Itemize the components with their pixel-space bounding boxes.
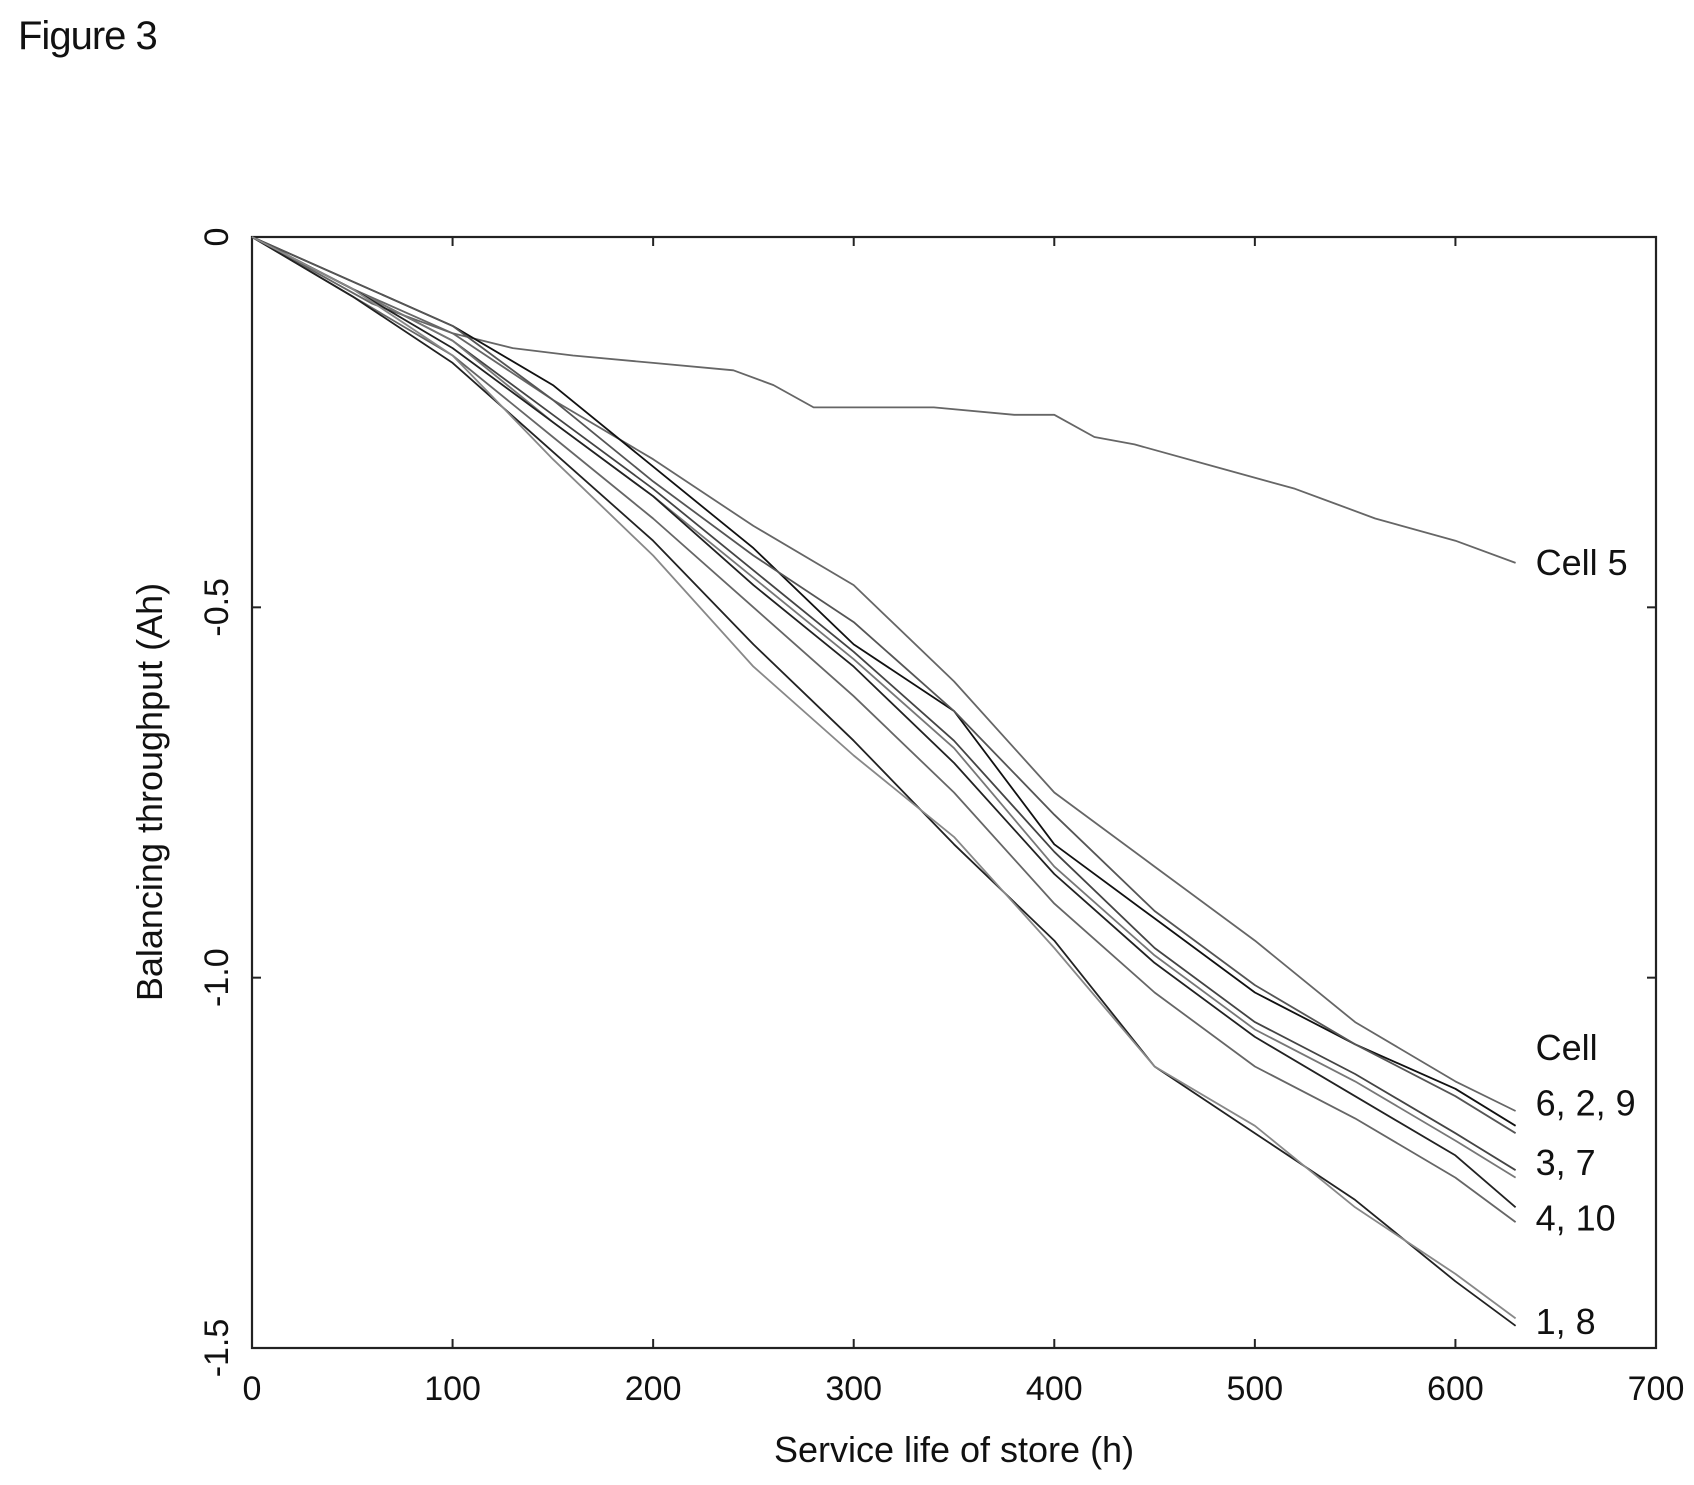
y-axis-label: Balancing throughput (Ah) [129, 583, 170, 1001]
x-tick-label: 300 [825, 1370, 882, 1408]
series-line-6 [251, 236, 1516, 1112]
series-line-2 [251, 236, 1517, 1127]
y-tick-label: 0 [198, 228, 236, 247]
x-tick-label: 100 [424, 1370, 481, 1408]
series-line-3 [251, 236, 1517, 1171]
series-line-9 [251, 236, 1517, 1134]
series-annotation: 4, 10 [1536, 1197, 1616, 1238]
y-tick-label: -1.5 [198, 1319, 236, 1378]
x-tick-label: 500 [1226, 1370, 1283, 1408]
series-line-8 [251, 236, 1517, 1320]
x-tick-label: 700 [1628, 1370, 1685, 1408]
x-tick-label: 600 [1427, 1370, 1484, 1408]
series-line-7 [251, 236, 1517, 1179]
axis-ticks [251, 236, 1657, 1349]
x-axis-label: Service life of store (h) [774, 1429, 1134, 1470]
series-line-10 [251, 236, 1517, 1223]
x-tick-label: 200 [625, 1370, 682, 1408]
y-tick-label: -0.5 [198, 578, 236, 637]
y-tick-label: -1.0 [198, 948, 236, 1007]
series-line-1 [251, 236, 1517, 1327]
series-line-4 [251, 236, 1517, 1208]
tick-labels: 0 100 200 300 400 500 600 700 0 -0.5 -1.0 -1.5 [198, 228, 1684, 1408]
figure-label: Figure 3 [18, 14, 158, 58]
series-layer [251, 236, 1517, 1327]
series-annotation: Cell [1536, 1027, 1598, 1068]
series-annotation: 1, 8 [1536, 1301, 1596, 1342]
plot-frame [250, 235, 1658, 1350]
series-line-cell-5 [251, 236, 1516, 564]
series-annotation: Cell 5 [1536, 542, 1628, 583]
series-annotation: 3, 7 [1536, 1142, 1596, 1183]
annotation-layer: Cell 5 Cell 6, 2, 9 3, 7 4, 10 1, 8 [1536, 542, 1636, 1342]
x-tick-label: 0 [243, 1370, 262, 1408]
x-tick-label: 400 [1026, 1370, 1083, 1408]
series-annotation: 6, 2, 9 [1536, 1083, 1636, 1124]
